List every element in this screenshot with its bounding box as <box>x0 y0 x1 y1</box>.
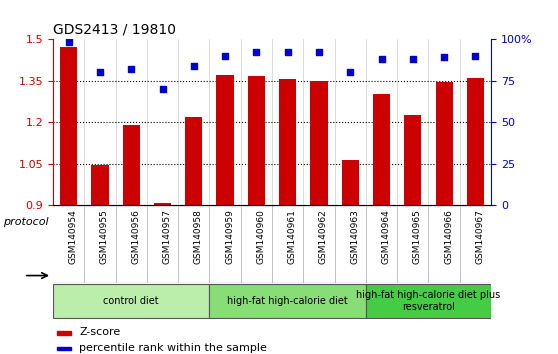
Text: GSM140965: GSM140965 <box>413 209 422 264</box>
Point <box>377 56 386 62</box>
Text: high-fat high-calorie diet: high-fat high-calorie diet <box>227 296 348 306</box>
Point <box>158 86 167 92</box>
Point <box>64 39 73 45</box>
Point <box>471 53 480 58</box>
Text: GSM140966: GSM140966 <box>444 209 453 264</box>
Point <box>252 50 261 55</box>
Text: Z-score: Z-score <box>79 327 121 337</box>
Bar <box>185 116 203 205</box>
Bar <box>435 82 453 205</box>
Text: GSM140956: GSM140956 <box>131 209 140 264</box>
Bar <box>248 76 265 205</box>
Point <box>95 69 104 75</box>
Text: GSM140964: GSM140964 <box>382 209 391 264</box>
Bar <box>310 80 328 205</box>
Text: GSM140961: GSM140961 <box>288 209 297 264</box>
Text: percentile rank within the sample: percentile rank within the sample <box>79 343 267 353</box>
Bar <box>373 95 390 205</box>
Text: protocol: protocol <box>3 217 49 227</box>
Bar <box>57 347 70 350</box>
Text: GSM140955: GSM140955 <box>100 209 109 264</box>
Bar <box>404 115 421 205</box>
Bar <box>57 331 70 335</box>
Bar <box>60 47 77 205</box>
Text: control diet: control diet <box>103 296 159 306</box>
Text: GSM140960: GSM140960 <box>256 209 266 264</box>
Bar <box>53 284 209 318</box>
Text: GDS2413 / 19810: GDS2413 / 19810 <box>53 22 176 36</box>
Bar <box>209 284 366 318</box>
Bar <box>217 75 234 205</box>
Bar <box>123 125 140 205</box>
Text: GSM140962: GSM140962 <box>319 209 328 264</box>
Text: GSM140954: GSM140954 <box>69 209 78 264</box>
Text: GSM140958: GSM140958 <box>194 209 203 264</box>
Bar <box>154 202 171 205</box>
Point <box>189 63 198 68</box>
Bar <box>341 160 359 205</box>
Bar <box>92 165 109 205</box>
Text: GSM140963: GSM140963 <box>350 209 359 264</box>
Text: GSM140957: GSM140957 <box>162 209 171 264</box>
Point <box>408 56 417 62</box>
Point <box>283 50 292 55</box>
Text: high-fat high-calorie diet plus
resveratrol: high-fat high-calorie diet plus resverat… <box>357 290 501 312</box>
Point <box>315 50 324 55</box>
Bar <box>467 78 484 205</box>
Point <box>220 53 229 58</box>
Point <box>346 69 355 75</box>
Text: GSM140959: GSM140959 <box>225 209 234 264</box>
Bar <box>279 79 296 205</box>
Point <box>127 66 136 72</box>
Point <box>440 55 449 60</box>
Bar <box>366 284 491 318</box>
Text: GSM140967: GSM140967 <box>475 209 484 264</box>
